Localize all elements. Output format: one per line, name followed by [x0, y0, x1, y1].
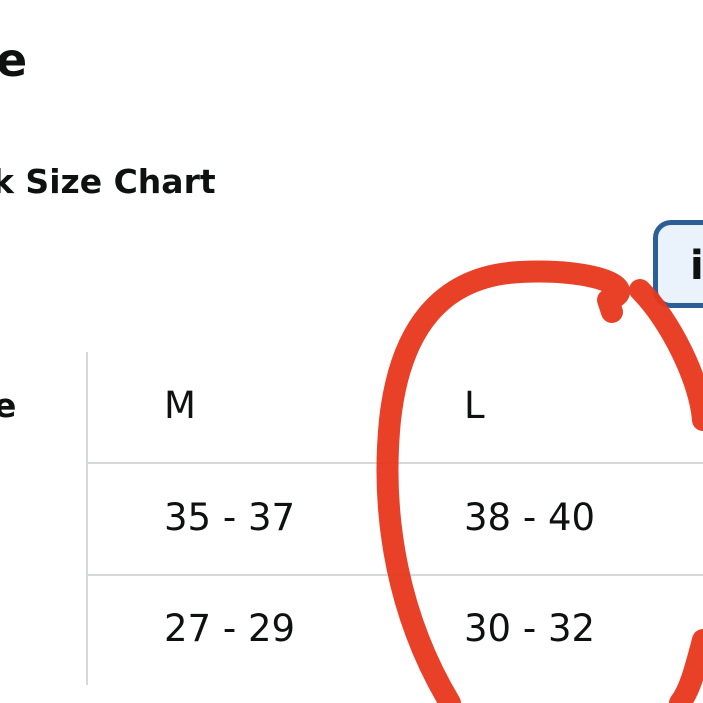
info-button[interactable]: i — [653, 220, 703, 308]
column-header-m: M — [164, 384, 196, 427]
info-icon: i — [690, 243, 703, 289]
column-header-l: L — [464, 384, 485, 427]
table-cell: 30 - 32 — [464, 607, 596, 650]
size-chart-heading: k Size Chart — [0, 162, 216, 201]
table-cell: 38 - 40 — [464, 496, 596, 539]
row-header: e — [0, 386, 17, 425]
page-title: e — [0, 33, 28, 87]
table-cell: 35 - 37 — [164, 496, 296, 539]
table-divider — [86, 352, 88, 685]
table-cell: 27 - 29 — [164, 607, 296, 650]
